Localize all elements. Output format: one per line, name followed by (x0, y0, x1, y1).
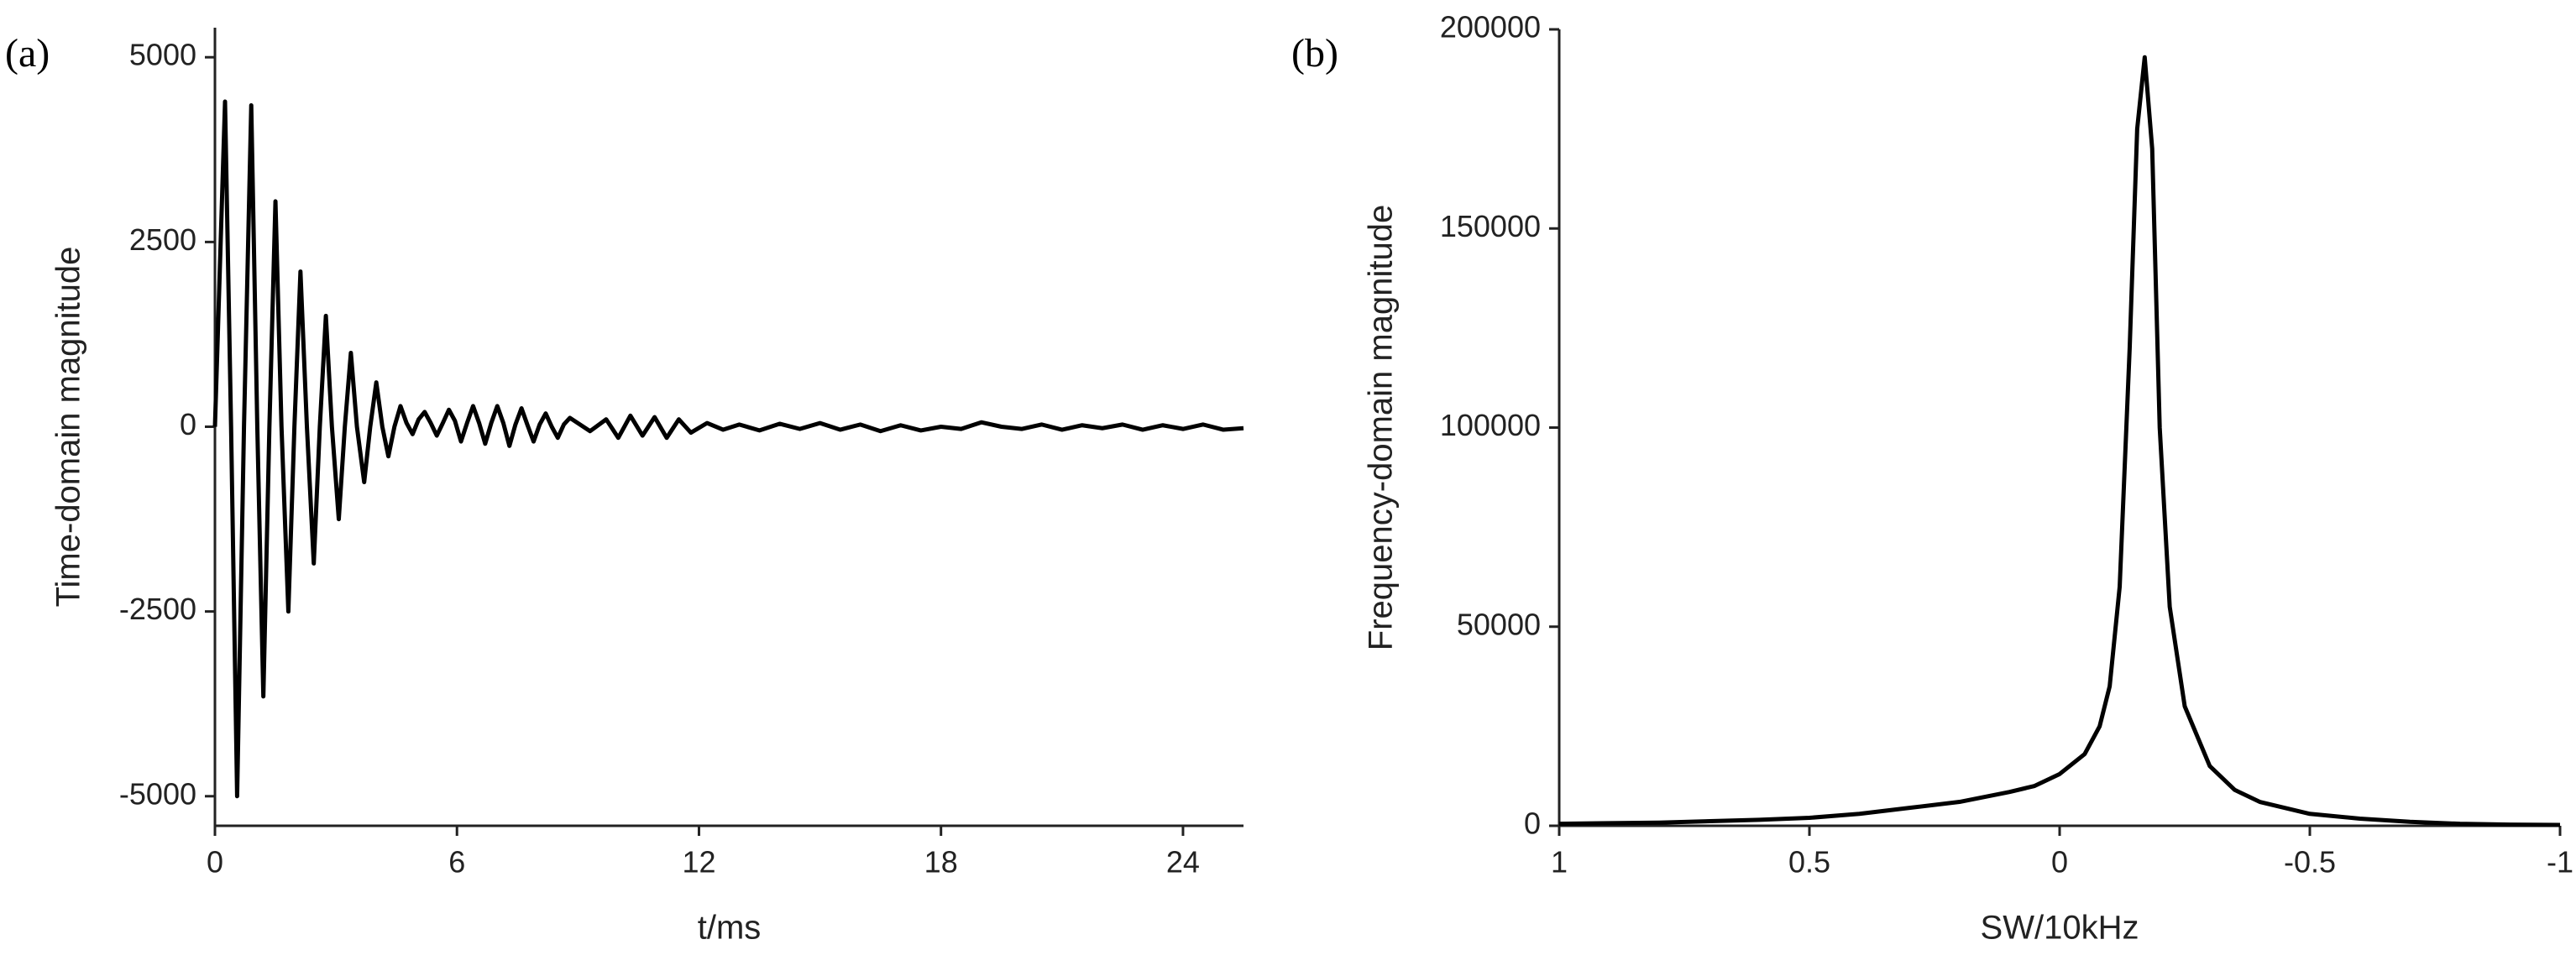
x-tick-label: 0 (207, 845, 223, 879)
x-tick-label: 12 (682, 845, 715, 879)
data-line (1558, 55, 2561, 827)
x-tick-label: 6 (448, 845, 465, 879)
x-axis-label: t/ms (698, 910, 762, 947)
y-tick-label: -2500 (119, 592, 196, 626)
x-tick-label: -1 (2547, 845, 2573, 879)
x-tick-label: 1 (1551, 845, 1568, 879)
x-tick-label: -0.5 (2284, 845, 2336, 879)
x-tick-label: 0.5 (1788, 845, 1830, 879)
y-tick-label: -5000 (119, 776, 196, 811)
y-axis-label: Frequency-domain magnitude (1363, 205, 1400, 650)
y-tick-label: 2500 (129, 222, 196, 257)
y-tick-label: 0 (180, 407, 196, 441)
y-tick-label: 0 (1524, 806, 1541, 841)
panel-label: (a) (5, 31, 50, 76)
y-tick-label: 50000 (1457, 607, 1541, 641)
x-tick-label: 0 (2051, 845, 2068, 879)
data-line (212, 99, 1244, 799)
y-tick-label: 5000 (129, 38, 196, 72)
panel-label: (b) (1291, 31, 1338, 76)
x-axis-label: SW/10kHz (1981, 910, 2139, 947)
y-tick-label: 150000 (1440, 209, 1541, 243)
y-tick-label: 200000 (1440, 10, 1541, 44)
x-tick-label: 18 (924, 845, 958, 879)
x-tick-label: 24 (1166, 845, 1200, 879)
y-tick-label: 100000 (1440, 408, 1541, 442)
y-axis-label: Time-domain magnitude (50, 247, 87, 608)
